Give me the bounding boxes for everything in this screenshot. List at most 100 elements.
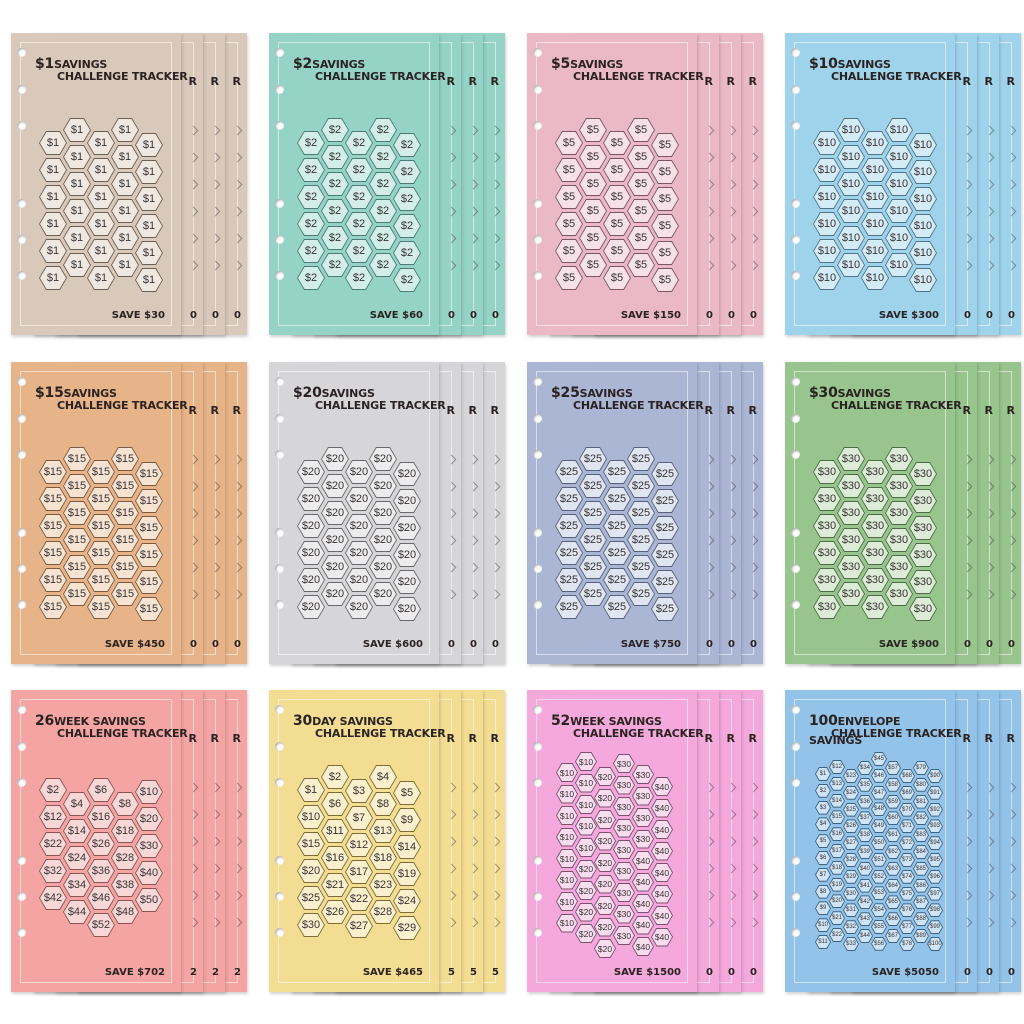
savings-hex-checkbox[interactable]: $25 [555,460,583,484]
savings-hex-checkbox[interactable]: $87 [913,895,929,910]
savings-hex-checkbox[interactable]: $22 [39,832,67,856]
savings-hex-checkbox[interactable]: $10 [556,913,578,933]
savings-hex-checkbox[interactable]: $10 [861,212,889,236]
savings-hex-checkbox[interactable]: $5 [555,185,583,209]
savings-hex-checkbox[interactable]: $62 [885,845,901,859]
savings-hex-checkbox[interactable]: $52 [871,869,887,884]
savings-hex-checkbox[interactable]: $30 [613,818,635,838]
savings-hex-checkbox[interactable]: $30 [837,501,865,525]
savings-hex-checkbox[interactable]: $20 [321,528,349,552]
savings-hex-checkbox[interactable]: $5 [603,158,631,182]
savings-hex-checkbox[interactable]: $15 [135,543,163,567]
savings-hex-checkbox[interactable]: $10 [909,160,937,184]
savings-hex-checkbox[interactable]: $17 [829,844,845,858]
savings-hex-checkbox[interactable]: $30 [813,541,841,565]
savings-hex-checkbox[interactable]: $5 [627,118,655,142]
savings-hex-checkbox[interactable]: $30 [861,595,889,619]
savings-hex-checkbox[interactable]: $30 [909,570,937,594]
savings-hex-checkbox[interactable]: $7 [815,867,831,882]
savings-hex-checkbox[interactable]: $12 [39,805,67,829]
savings-hex-checkbox[interactable]: $5 [651,241,679,265]
savings-hex-checkbox[interactable]: $40 [651,798,673,818]
savings-hex-checkbox[interactable]: $12 [829,760,845,774]
savings-hex-checkbox[interactable]: $40 [632,915,654,935]
savings-hex-checkbox[interactable]: $15 [39,460,67,484]
savings-hex-checkbox[interactable]: $5 [651,133,679,157]
savings-hex-checkbox[interactable]: $5 [603,212,631,236]
savings-hex-checkbox[interactable]: $93 [927,819,943,834]
savings-hex-checkbox[interactable]: $25 [627,474,655,498]
savings-hex-checkbox[interactable]: $5 [579,253,607,277]
savings-hex-checkbox[interactable]: $20 [594,767,616,786]
savings-hex-checkbox[interactable]: $25 [555,514,583,538]
savings-hex-checkbox[interactable]: $25 [579,447,607,471]
savings-hex-checkbox[interactable]: $90 [927,769,943,783]
savings-hex-checkbox[interactable]: $46 [871,768,887,783]
savings-hex-checkbox[interactable]: $40 [651,863,673,882]
savings-hex-checkbox[interactable]: $20 [594,853,616,872]
savings-hex-checkbox[interactable]: $10 [909,241,937,265]
savings-hex-checkbox[interactable]: $1 [135,241,163,265]
savings-hex-checkbox[interactable]: $5 [555,131,583,155]
savings-hex-checkbox[interactable]: $30 [613,840,635,859]
savings-hex-checkbox[interactable]: $5 [579,172,607,196]
savings-hex-checkbox[interactable]: $4 [815,817,831,832]
savings-hex-checkbox[interactable]: $1 [135,214,163,238]
savings-hex-checkbox[interactable]: $10 [556,827,578,847]
savings-hex-checkbox[interactable]: $88 [913,912,929,927]
savings-hex-checkbox[interactable]: $15 [39,487,67,511]
savings-hex-checkbox[interactable]: $65 [885,895,901,910]
savings-hex-checkbox[interactable]: $10 [556,892,578,911]
savings-hex-checkbox[interactable]: $10 [837,145,865,169]
savings-hex-checkbox[interactable]: $15 [39,541,67,565]
savings-hex-checkbox[interactable]: $2 [321,118,349,142]
savings-hex-checkbox[interactable]: $30 [837,474,865,498]
savings-hex-checkbox[interactable]: $68 [899,769,915,783]
savings-hex-checkbox[interactable]: $20 [594,896,616,915]
savings-hex-checkbox[interactable]: $91 [927,785,943,800]
savings-hex-checkbox[interactable]: $30 [613,754,635,773]
savings-hex-checkbox[interactable]: $58 [885,777,901,792]
savings-hex-checkbox[interactable]: $30 [813,487,841,511]
savings-hex-checkbox[interactable]: $34 [857,761,873,775]
savings-hex-checkbox[interactable]: $30 [885,474,913,498]
savings-hex-checkbox[interactable]: $25 [627,582,655,606]
savings-hex-checkbox[interactable]: $20 [575,881,597,900]
savings-hex-checkbox[interactable]: $25 [555,487,583,511]
savings-hex-checkbox[interactable]: $2 [39,778,67,802]
savings-hex-checkbox[interactable]: $25 [627,447,655,471]
savings-hex-checkbox[interactable]: $20 [575,924,597,943]
savings-hex-checkbox[interactable]: $15 [135,462,163,486]
savings-hex-checkbox[interactable]: $23 [843,769,859,783]
savings-hex-checkbox[interactable]: $40 [632,937,654,956]
savings-hex-checkbox[interactable]: $5 [815,834,831,849]
savings-hex-checkbox[interactable]: $40 [632,851,654,870]
savings-hex-checkbox[interactable]: $20 [594,831,616,851]
savings-hex-checkbox[interactable]: $53 [871,886,887,901]
savings-hex-checkbox[interactable]: $71 [899,819,915,834]
savings-hex-checkbox[interactable]: $30 [843,886,859,901]
savings-hex-checkbox[interactable]: $10 [813,131,841,155]
savings-hex-checkbox[interactable]: $16 [829,827,845,842]
savings-hex-checkbox[interactable]: $86 [913,878,929,893]
savings-hex-checkbox[interactable]: $100 [927,937,943,951]
savings-hex-checkbox[interactable]: $25 [651,543,679,567]
savings-hex-checkbox[interactable]: $30 [613,926,635,945]
savings-hex-checkbox[interactable]: $5 [603,239,631,263]
savings-hex-checkbox[interactable]: $10 [909,268,937,292]
savings-hex-checkbox[interactable]: $5 [555,212,583,236]
savings-hex-checkbox[interactable]: $10 [885,226,913,250]
savings-hex-checkbox[interactable]: $5 [651,187,679,211]
savings-hex-checkbox[interactable]: $31 [843,903,859,918]
savings-hex-checkbox[interactable]: $10 [556,784,578,804]
savings-hex-checkbox[interactable]: $25 [651,489,679,513]
savings-hex-checkbox[interactable]: $10 [885,199,913,223]
savings-hex-checkbox[interactable]: $40 [135,861,163,885]
savings-hex-checkbox[interactable]: $85 [913,861,929,876]
savings-hex-checkbox[interactable]: $20 [594,874,616,894]
savings-hex-checkbox[interactable]: $49 [871,819,887,834]
savings-hex-checkbox[interactable]: $27 [843,836,859,851]
savings-hex-checkbox[interactable]: $1 [39,131,67,155]
savings-hex-checkbox[interactable]: $29 [393,916,421,940]
savings-hex-checkbox[interactable]: $10 [135,780,163,804]
